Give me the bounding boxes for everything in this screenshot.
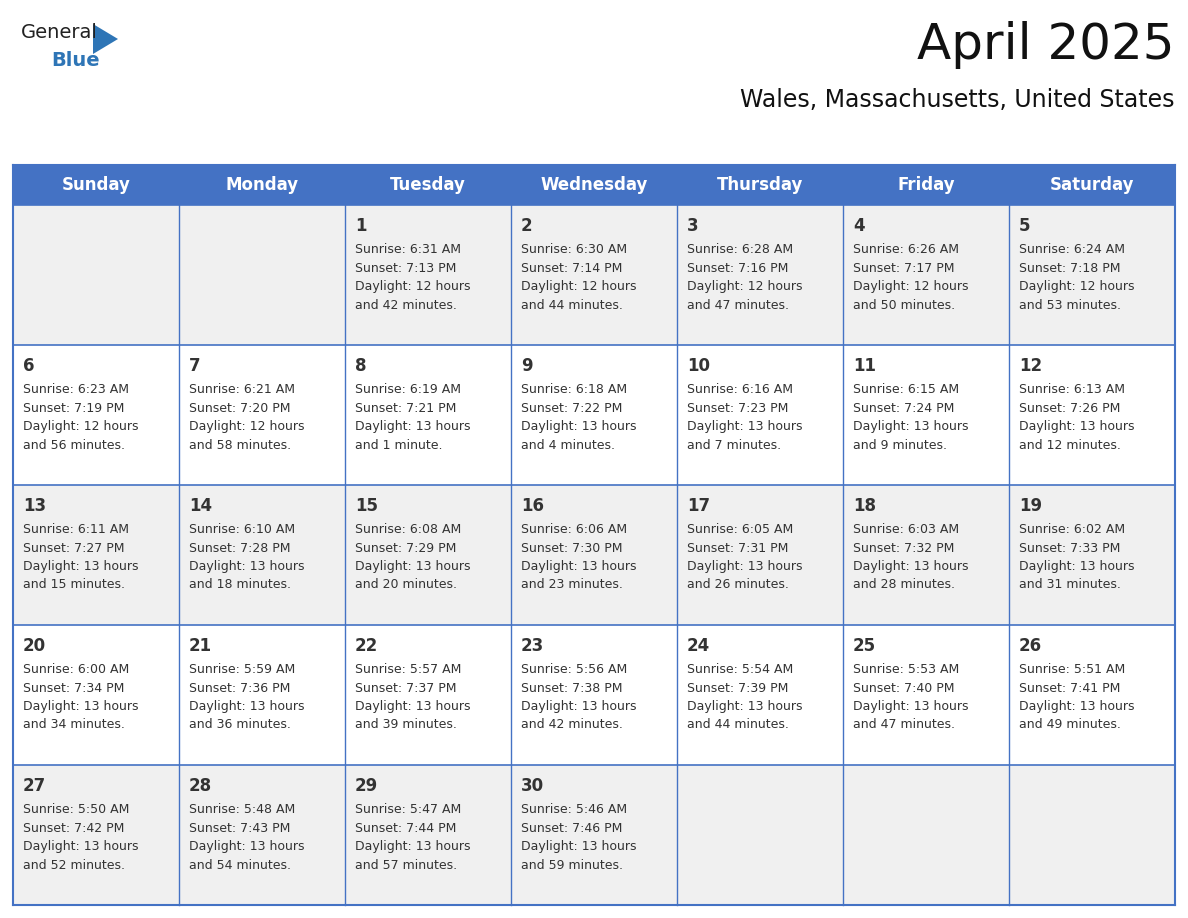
Text: General: General <box>21 23 97 42</box>
Text: Sunrise: 6:05 AM
Sunset: 7:31 PM
Daylight: 13 hours
and 26 minutes.: Sunrise: 6:05 AM Sunset: 7:31 PM Dayligh… <box>687 523 803 591</box>
Text: 3: 3 <box>687 217 699 235</box>
Text: April 2025: April 2025 <box>917 21 1175 69</box>
Text: Thursday: Thursday <box>716 176 803 194</box>
Text: 12: 12 <box>1019 357 1042 375</box>
Text: Blue: Blue <box>51 51 100 70</box>
Text: 1: 1 <box>355 217 367 235</box>
Text: Sunrise: 6:13 AM
Sunset: 7:26 PM
Daylight: 13 hours
and 12 minutes.: Sunrise: 6:13 AM Sunset: 7:26 PM Dayligh… <box>1019 383 1135 452</box>
Text: Sunrise: 6:00 AM
Sunset: 7:34 PM
Daylight: 13 hours
and 34 minutes.: Sunrise: 6:00 AM Sunset: 7:34 PM Dayligh… <box>23 663 139 732</box>
Text: Sunrise: 6:30 AM
Sunset: 7:14 PM
Daylight: 12 hours
and 44 minutes.: Sunrise: 6:30 AM Sunset: 7:14 PM Dayligh… <box>522 243 637 311</box>
Text: 18: 18 <box>853 497 876 515</box>
Text: Sunrise: 6:08 AM
Sunset: 7:29 PM
Daylight: 13 hours
and 20 minutes.: Sunrise: 6:08 AM Sunset: 7:29 PM Dayligh… <box>355 523 470 591</box>
Text: Sunrise: 6:11 AM
Sunset: 7:27 PM
Daylight: 13 hours
and 15 minutes.: Sunrise: 6:11 AM Sunset: 7:27 PM Dayligh… <box>23 523 139 591</box>
Text: 10: 10 <box>687 357 710 375</box>
Text: Sunday: Sunday <box>62 176 131 194</box>
Bar <box>13 625 1175 765</box>
Text: Sunrise: 5:53 AM
Sunset: 7:40 PM
Daylight: 13 hours
and 47 minutes.: Sunrise: 5:53 AM Sunset: 7:40 PM Dayligh… <box>853 663 968 732</box>
Text: 7: 7 <box>189 357 201 375</box>
Text: 8: 8 <box>355 357 367 375</box>
Text: Wednesday: Wednesday <box>541 176 647 194</box>
Text: 26: 26 <box>1019 637 1042 655</box>
Text: Sunrise: 5:47 AM
Sunset: 7:44 PM
Daylight: 13 hours
and 57 minutes.: Sunrise: 5:47 AM Sunset: 7:44 PM Dayligh… <box>355 803 470 871</box>
Text: 13: 13 <box>23 497 46 515</box>
Text: Sunrise: 6:16 AM
Sunset: 7:23 PM
Daylight: 13 hours
and 7 minutes.: Sunrise: 6:16 AM Sunset: 7:23 PM Dayligh… <box>687 383 803 452</box>
Bar <box>13 765 1175 905</box>
Text: Friday: Friday <box>897 176 955 194</box>
Text: 14: 14 <box>189 497 213 515</box>
Text: 16: 16 <box>522 497 544 515</box>
Text: 29: 29 <box>355 777 378 795</box>
Text: 20: 20 <box>23 637 46 655</box>
Text: Sunrise: 6:15 AM
Sunset: 7:24 PM
Daylight: 13 hours
and 9 minutes.: Sunrise: 6:15 AM Sunset: 7:24 PM Dayligh… <box>853 383 968 452</box>
Text: Sunrise: 5:50 AM
Sunset: 7:42 PM
Daylight: 13 hours
and 52 minutes.: Sunrise: 5:50 AM Sunset: 7:42 PM Dayligh… <box>23 803 139 871</box>
Text: Monday: Monday <box>226 176 298 194</box>
Text: 11: 11 <box>853 357 876 375</box>
Bar <box>13 345 1175 485</box>
Text: 19: 19 <box>1019 497 1042 515</box>
Text: Sunrise: 6:31 AM
Sunset: 7:13 PM
Daylight: 12 hours
and 42 minutes.: Sunrise: 6:31 AM Sunset: 7:13 PM Dayligh… <box>355 243 470 311</box>
Text: Sunrise: 5:51 AM
Sunset: 7:41 PM
Daylight: 13 hours
and 49 minutes.: Sunrise: 5:51 AM Sunset: 7:41 PM Dayligh… <box>1019 663 1135 732</box>
Text: 24: 24 <box>687 637 710 655</box>
Text: 9: 9 <box>522 357 532 375</box>
Text: 21: 21 <box>189 637 213 655</box>
Text: Sunrise: 6:10 AM
Sunset: 7:28 PM
Daylight: 13 hours
and 18 minutes.: Sunrise: 6:10 AM Sunset: 7:28 PM Dayligh… <box>189 523 304 591</box>
Text: Sunrise: 5:59 AM
Sunset: 7:36 PM
Daylight: 13 hours
and 36 minutes.: Sunrise: 5:59 AM Sunset: 7:36 PM Dayligh… <box>189 663 304 732</box>
Text: Sunrise: 6:21 AM
Sunset: 7:20 PM
Daylight: 12 hours
and 58 minutes.: Sunrise: 6:21 AM Sunset: 7:20 PM Dayligh… <box>189 383 304 452</box>
Text: Saturday: Saturday <box>1050 176 1135 194</box>
Text: Tuesday: Tuesday <box>390 176 466 194</box>
Text: Sunrise: 6:26 AM
Sunset: 7:17 PM
Daylight: 12 hours
and 50 minutes.: Sunrise: 6:26 AM Sunset: 7:17 PM Dayligh… <box>853 243 968 311</box>
Text: 28: 28 <box>189 777 213 795</box>
Text: Sunrise: 6:23 AM
Sunset: 7:19 PM
Daylight: 12 hours
and 56 minutes.: Sunrise: 6:23 AM Sunset: 7:19 PM Dayligh… <box>23 383 139 452</box>
Text: Wales, Massachusetts, United States: Wales, Massachusetts, United States <box>740 88 1175 112</box>
Bar <box>13 485 1175 625</box>
Text: 5: 5 <box>1019 217 1030 235</box>
Text: 4: 4 <box>853 217 865 235</box>
Text: 22: 22 <box>355 637 378 655</box>
Text: Sunrise: 6:06 AM
Sunset: 7:30 PM
Daylight: 13 hours
and 23 minutes.: Sunrise: 6:06 AM Sunset: 7:30 PM Dayligh… <box>522 523 637 591</box>
Text: 25: 25 <box>853 637 876 655</box>
Text: Sunrise: 5:54 AM
Sunset: 7:39 PM
Daylight: 13 hours
and 44 minutes.: Sunrise: 5:54 AM Sunset: 7:39 PM Dayligh… <box>687 663 803 732</box>
Text: Sunrise: 6:28 AM
Sunset: 7:16 PM
Daylight: 12 hours
and 47 minutes.: Sunrise: 6:28 AM Sunset: 7:16 PM Dayligh… <box>687 243 803 311</box>
Text: 17: 17 <box>687 497 710 515</box>
Text: Sunrise: 5:57 AM
Sunset: 7:37 PM
Daylight: 13 hours
and 39 minutes.: Sunrise: 5:57 AM Sunset: 7:37 PM Dayligh… <box>355 663 470 732</box>
Text: 23: 23 <box>522 637 544 655</box>
Text: 30: 30 <box>522 777 544 795</box>
Text: Sunrise: 6:24 AM
Sunset: 7:18 PM
Daylight: 12 hours
and 53 minutes.: Sunrise: 6:24 AM Sunset: 7:18 PM Dayligh… <box>1019 243 1135 311</box>
Text: Sunrise: 6:18 AM
Sunset: 7:22 PM
Daylight: 13 hours
and 4 minutes.: Sunrise: 6:18 AM Sunset: 7:22 PM Dayligh… <box>522 383 637 452</box>
Text: 27: 27 <box>23 777 46 795</box>
Text: Sunrise: 5:46 AM
Sunset: 7:46 PM
Daylight: 13 hours
and 59 minutes.: Sunrise: 5:46 AM Sunset: 7:46 PM Dayligh… <box>522 803 637 871</box>
Bar <box>13 205 1175 345</box>
Text: 15: 15 <box>355 497 378 515</box>
Text: Sunrise: 5:48 AM
Sunset: 7:43 PM
Daylight: 13 hours
and 54 minutes.: Sunrise: 5:48 AM Sunset: 7:43 PM Dayligh… <box>189 803 304 871</box>
Bar <box>13 165 1175 205</box>
Text: 2: 2 <box>522 217 532 235</box>
Text: Sunrise: 6:02 AM
Sunset: 7:33 PM
Daylight: 13 hours
and 31 minutes.: Sunrise: 6:02 AM Sunset: 7:33 PM Dayligh… <box>1019 523 1135 591</box>
Polygon shape <box>93 24 118 54</box>
Text: 6: 6 <box>23 357 34 375</box>
Text: Sunrise: 5:56 AM
Sunset: 7:38 PM
Daylight: 13 hours
and 42 minutes.: Sunrise: 5:56 AM Sunset: 7:38 PM Dayligh… <box>522 663 637 732</box>
Text: Sunrise: 6:03 AM
Sunset: 7:32 PM
Daylight: 13 hours
and 28 minutes.: Sunrise: 6:03 AM Sunset: 7:32 PM Dayligh… <box>853 523 968 591</box>
Text: Sunrise: 6:19 AM
Sunset: 7:21 PM
Daylight: 13 hours
and 1 minute.: Sunrise: 6:19 AM Sunset: 7:21 PM Dayligh… <box>355 383 470 452</box>
